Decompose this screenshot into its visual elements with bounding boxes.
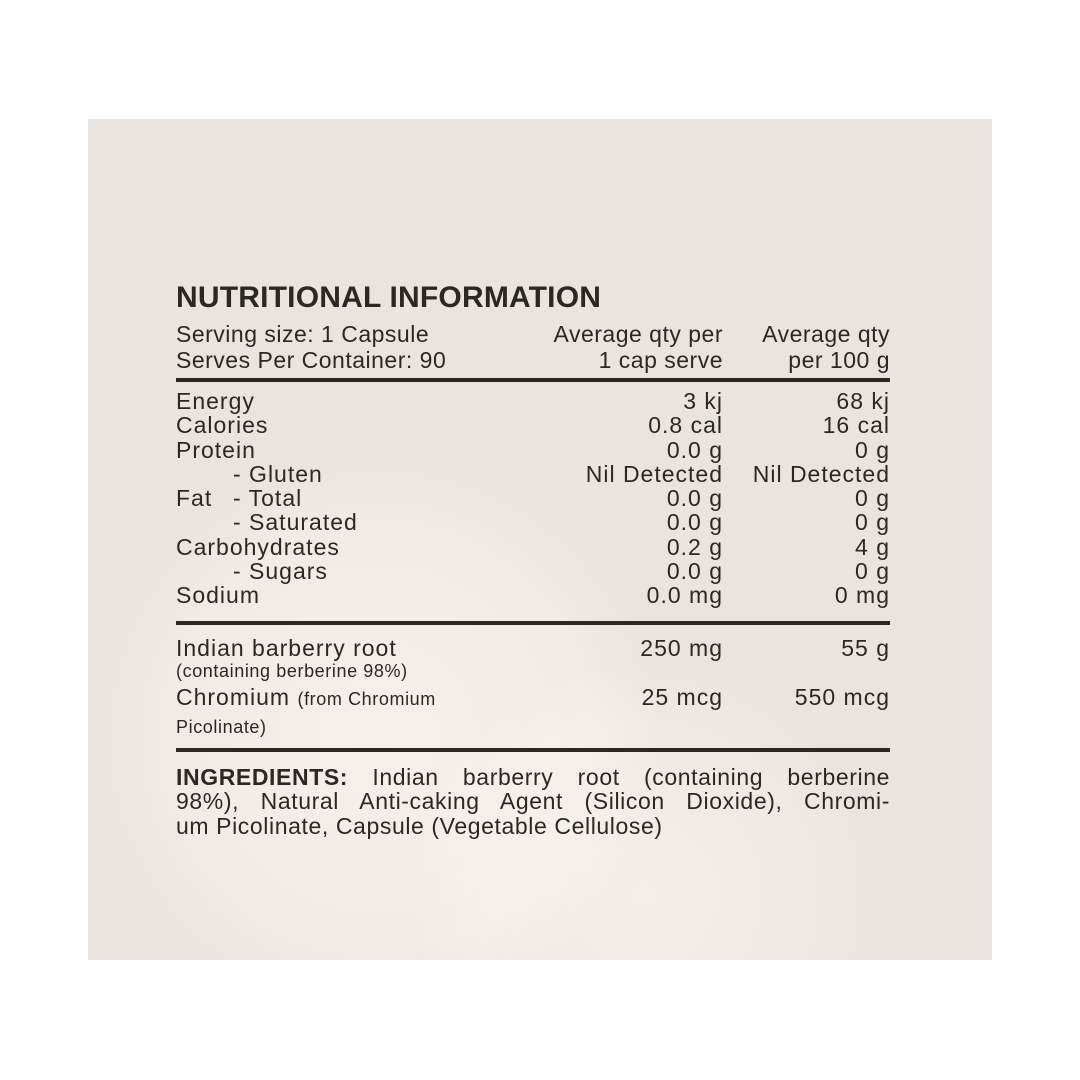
nutrient-row-sodium: Sodium 0.0 mg 0 mg xyxy=(176,582,890,609)
nutrient-row-fat-total: Fat - Total 0.0 g 0 g xyxy=(176,485,890,512)
value-per-serve: 250 mg xyxy=(640,634,723,661)
divider xyxy=(176,378,890,382)
value-per-100g: 0 g xyxy=(855,509,890,536)
nutrient-label: - Saturated xyxy=(233,509,358,536)
value-per-serve: 0.0 g xyxy=(666,558,723,585)
value-per-100g: 0 g xyxy=(855,436,890,463)
nutrient-row-carbohydrates: Carbohydrates 0.2 g 4 g xyxy=(176,533,890,560)
nutrient-row-protein: Protein 0.0 g 0 g xyxy=(176,436,890,463)
value-per-100g: 68 kj xyxy=(836,388,890,414)
divider xyxy=(176,747,890,752)
value-per-serve: 0.0 g xyxy=(666,509,723,536)
value-per-serve: 0.8 cal xyxy=(648,412,723,439)
nutrient-label: Protein xyxy=(176,436,256,463)
ingredients-heading: INGREDIENTS: xyxy=(176,763,349,790)
nutrient-row-gluten: - Gluten Nil Detected Nil Detected xyxy=(176,460,890,487)
value-per-100g: 55 g xyxy=(841,634,890,661)
ingredients-paragraph: INGREDIENTS: Indian barberry root (conta… xyxy=(176,763,890,839)
value-per-100g: 0 mg xyxy=(834,582,890,609)
active-row-barberry: Indian barberry root 250 mg 55 g xyxy=(176,635,890,661)
label-content: NUTRITIONAL INFORMATION Serving size: 1 … xyxy=(176,119,890,838)
nutrient-row-fat-saturated: - Saturated 0.0 g 0 g xyxy=(176,509,890,536)
value-per-serve: 3 kj xyxy=(683,388,723,414)
serves-per-container-line: Serves Per Container: 90 xyxy=(176,347,447,373)
ingredients-line-1: INGREDIENTS: Indian barberry root (conta… xyxy=(176,763,890,790)
value-per-serve: 0.0 mg xyxy=(646,582,723,609)
nutrient-label: - Sugars xyxy=(233,558,328,585)
value-per-100g: 0 g xyxy=(855,558,890,585)
active-row-chromium: Chromium (from Chromium Picolinate) 25 m… xyxy=(176,684,890,740)
value-per-serve: 0.0 g xyxy=(666,436,723,463)
nutrition-label-panel: NUTRITIONAL INFORMATION Serving size: 1 … xyxy=(88,119,992,960)
panel-title: NUTRITIONAL INFORMATION xyxy=(176,281,602,314)
value-per-100g: 16 cal xyxy=(822,412,890,439)
active-ingredient-label: Indian barberry root xyxy=(176,634,397,661)
ingredients-line-2: 98%), Natural Anti-caking Agent (Silicon… xyxy=(176,788,890,815)
value-per-serve: 0.0 g xyxy=(666,485,723,512)
serving-info: Serving size: 1 Capsule Serves Per Conta… xyxy=(176,321,523,373)
active-ingredient-label: Chromium (from Chromium Picolinate) xyxy=(176,683,436,737)
nutrient-label: Fat - Total xyxy=(176,485,303,512)
value-per-serve: Nil Detected xyxy=(585,460,723,487)
nutrient-row-calories: Calories 0.8 cal 16 cal xyxy=(176,412,890,439)
divider xyxy=(176,620,890,625)
active-ingredients-section: Indian barberry root 250 mg 55 g (contai… xyxy=(176,635,890,740)
nutrient-row-sugars: - Sugars 0.0 g 0 g xyxy=(176,558,890,585)
nutrient-label: Carbohydrates xyxy=(176,533,340,560)
value-per-100g: 4 g xyxy=(855,533,890,560)
value-per-100g: 0 g xyxy=(855,485,890,512)
value-per-serve: 0.2 g xyxy=(666,533,723,560)
ingredients-line-3: um Picolinate, Capsule (Vegetable Cellul… xyxy=(176,812,663,839)
nutrient-label: Energy xyxy=(176,388,255,414)
column-header-per-serve: Average qty per 1 cap serve xyxy=(553,321,723,373)
value-per-100g: 550 mcg xyxy=(794,683,890,710)
value-per-100g: Nil Detected xyxy=(752,460,890,487)
nutrient-label: - Gluten xyxy=(233,460,323,487)
column-header-per-100g: Average qty per 100 g xyxy=(762,321,890,373)
nutrient-label: Sodium xyxy=(176,582,260,609)
nutrient-row-energy: Energy 3 kj 68 kj xyxy=(176,388,890,414)
serving-size-line: Serving size: 1 Capsule xyxy=(176,321,430,347)
value-per-serve: 25 mcg xyxy=(641,683,723,710)
nutrient-label: Calories xyxy=(176,412,269,439)
barberry-footnote: (containing berberine 98%) xyxy=(176,660,408,681)
table-header: Serving size: 1 Capsule Serves Per Conta… xyxy=(176,321,890,373)
nutrient-table: Energy 3 kj 68 kj Calories 0.8 cal 16 ca… xyxy=(176,389,890,608)
